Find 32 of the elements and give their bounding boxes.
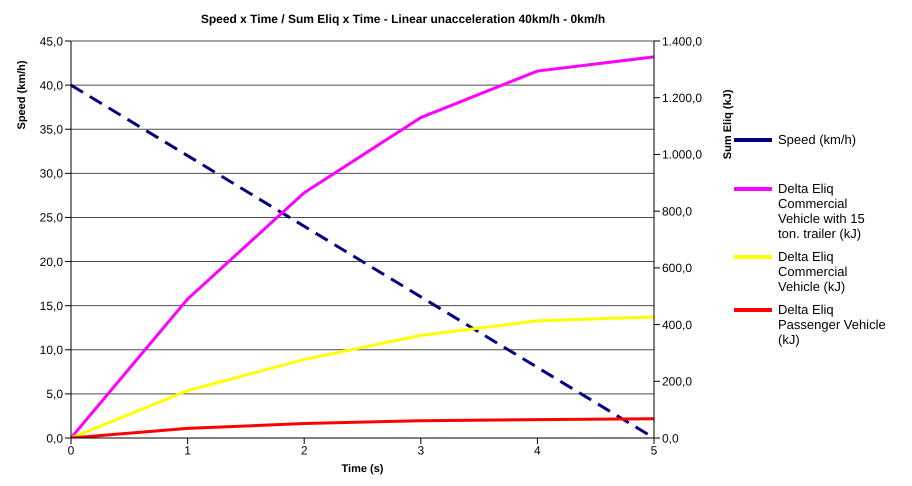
x-tick-label: 4 — [534, 444, 542, 458]
y-axis-title: Speed (km/h) — [16, 60, 28, 130]
y-tick-label: 10,0 — [40, 343, 64, 358]
x-tick-label: 5 — [650, 444, 658, 458]
y-tick-label: 25,0 — [40, 210, 64, 225]
y2-tick-label: 600,0 — [662, 261, 692, 276]
legend-label: Delta Eliq Commercial Vehicle with 15 ton. trailer (kJ) — [778, 180, 866, 240]
y2-tick-label: 0,0 — [662, 431, 680, 446]
x-tick-label: 0 — [68, 444, 75, 458]
y2-axis-title: Sum Eliq (kJ) — [722, 89, 734, 160]
y-tick-label: 5,0 — [46, 387, 64, 402]
x-tick-label: 3 — [417, 444, 424, 458]
y-tick-label: 35,0 — [40, 122, 64, 136]
legend-label: Delta Eliq Commercial Vehicle (kJ) — [778, 248, 848, 294]
legend-label: Delta Eliq Passenger Vehicle (kJ) — [778, 302, 887, 346]
y2-tick-label: 1.200,0 — [662, 90, 702, 105]
y2-tick-label: 200,0 — [662, 374, 692, 389]
chart-title: Speed x Time / Sum Eliq x Time - Linear unacceleration 40km/h - 0km/h — [200, 12, 606, 26]
x-tick-label: 2 — [300, 444, 308, 458]
y2-tick-label: 400,0 — [662, 318, 692, 332]
y-tick-label: 40,0 — [40, 78, 64, 92]
y-tick-label: 45,0 — [40, 34, 64, 48]
y2-tick-label: 800,0 — [662, 204, 692, 218]
y2-tick-label: 1.400,0 — [662, 34, 702, 48]
x-tick-label: 1 — [184, 444, 192, 458]
y-tick-label: 15,0 — [40, 298, 64, 313]
y-tick-label: 20,0 — [40, 254, 64, 269]
legend-label: Speed (km/h) — [778, 132, 858, 146]
y-tick-label: 0,0 — [46, 431, 64, 446]
y-tick-label: 30,0 — [40, 166, 64, 181]
y2-tick-label: 1.000,0 — [662, 148, 702, 162]
x-axis-title: Time (s) — [342, 463, 384, 475]
